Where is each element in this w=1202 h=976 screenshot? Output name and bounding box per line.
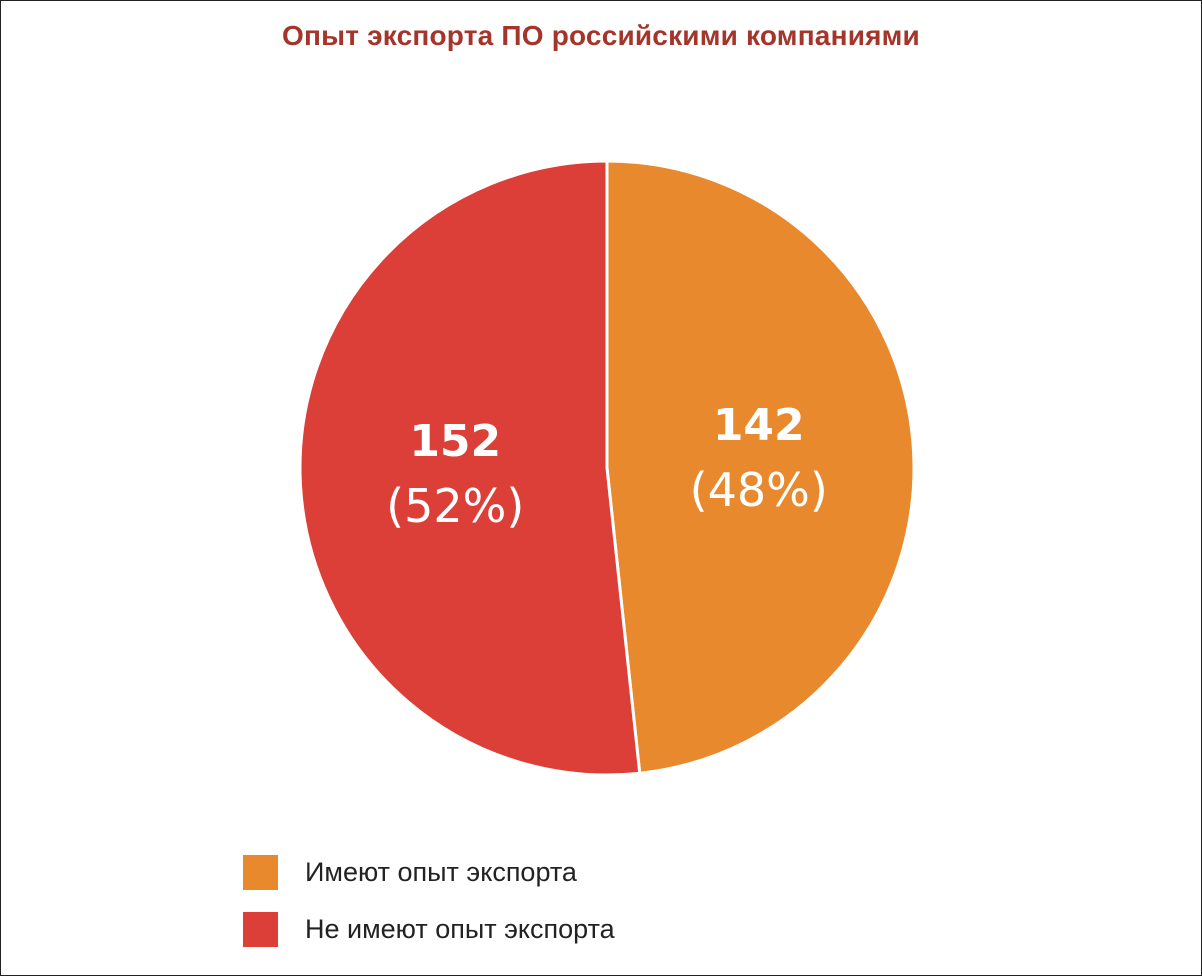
legend-label-export: Имеют опыт экспорта	[305, 856, 577, 887]
slice-value-label-no-export: 152	[409, 416, 501, 467]
legend-label-no-export: Не имеют опыт экспорта	[305, 913, 615, 944]
chart-title: Опыт экспорта ПО российскими компаниями	[282, 20, 920, 51]
pie-slice-export	[605, 159, 916, 775]
legend-item-no-export: Не имеют опыт экспорта	[243, 911, 615, 947]
slice-percent-label-export: (48%)	[690, 463, 828, 517]
slice-value-label-export: 142	[713, 400, 805, 451]
slice-percent-label-no-export: (52%)	[386, 479, 524, 533]
legend-swatch-no-export	[243, 911, 278, 947]
legend-swatch-export	[243, 854, 278, 890]
legend: Имеют опыт экспорта Не имеют опыт экспор…	[243, 854, 615, 968]
pie-labels: 142 (48%) 152 (52%)	[386, 400, 828, 533]
pie-slices	[298, 159, 916, 777]
pie-slice-no-export	[298, 159, 642, 777]
legend-item-export: Имеют опыт экспорта	[243, 854, 615, 890]
